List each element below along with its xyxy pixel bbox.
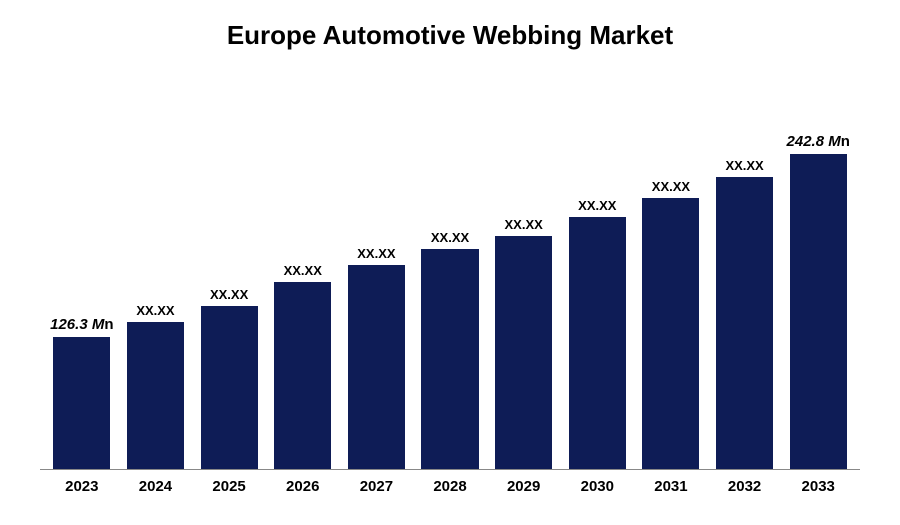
plot-area: 126.3 Mn XX.XX XX.XX XX.XX XX.XX XX.XX XX.XX XX…: [40, 81, 860, 470]
x-axis-label: 2033: [783, 478, 853, 495]
bar-value-label: 242.8 Mn: [787, 133, 850, 150]
bar-group: XX.XX: [562, 81, 632, 469]
bar-value-label: XX.XX: [505, 217, 543, 232]
bar-value-label: XX.XX: [284, 263, 322, 278]
bar-group: XX.XX: [710, 81, 780, 469]
bar-group: XX.XX: [636, 81, 706, 469]
bar: [716, 177, 773, 469]
x-axis: 2023202420252026202720282029203020312032…: [40, 470, 860, 495]
bar-group: XX.XX: [194, 81, 264, 469]
bar-group: XX.XX: [342, 81, 412, 469]
x-axis-label: 2028: [415, 478, 485, 495]
bar-value-label: XX.XX: [578, 198, 616, 213]
chart-container: Europe Automotive Webbing Market 126.3 M…: [0, 0, 900, 525]
bar-group: 242.8 Mn: [783, 81, 853, 469]
bar: [348, 265, 405, 469]
bar-value-label: XX.XX: [431, 230, 469, 245]
bar: [642, 198, 699, 469]
bar: [790, 154, 847, 469]
x-axis-label: 2026: [268, 478, 338, 495]
bar-group: XX.XX: [415, 81, 485, 469]
x-axis-label: 2029: [489, 478, 559, 495]
bar-value-label: XX.XX: [725, 158, 763, 173]
bar: [421, 249, 478, 469]
bar-value-label: XX.XX: [210, 287, 248, 302]
x-axis-label: 2031: [636, 478, 706, 495]
bar-value-label: XX.XX: [357, 246, 395, 261]
bar-group: XX.XX: [121, 81, 191, 469]
bar: [569, 217, 626, 469]
bar-group: 126.3 Mn: [47, 81, 117, 469]
x-axis-label: 2027: [342, 478, 412, 495]
chart-title: Europe Automotive Webbing Market: [40, 20, 860, 51]
bar: [127, 322, 184, 469]
x-axis-label: 2030: [562, 478, 632, 495]
bar: [53, 337, 110, 469]
bar: [274, 282, 331, 469]
bar-group: XX.XX: [489, 81, 559, 469]
bar: [495, 236, 552, 469]
bar: [201, 306, 258, 469]
bar-value-label: XX.XX: [652, 179, 690, 194]
bar-value-label: 126.3 Mn: [50, 316, 113, 333]
x-axis-label: 2032: [710, 478, 780, 495]
x-axis-label: 2024: [121, 478, 191, 495]
x-axis-label: 2025: [194, 478, 264, 495]
bar-group: XX.XX: [268, 81, 338, 469]
bar-value-label: XX.XX: [136, 303, 174, 318]
x-axis-label: 2023: [47, 478, 117, 495]
